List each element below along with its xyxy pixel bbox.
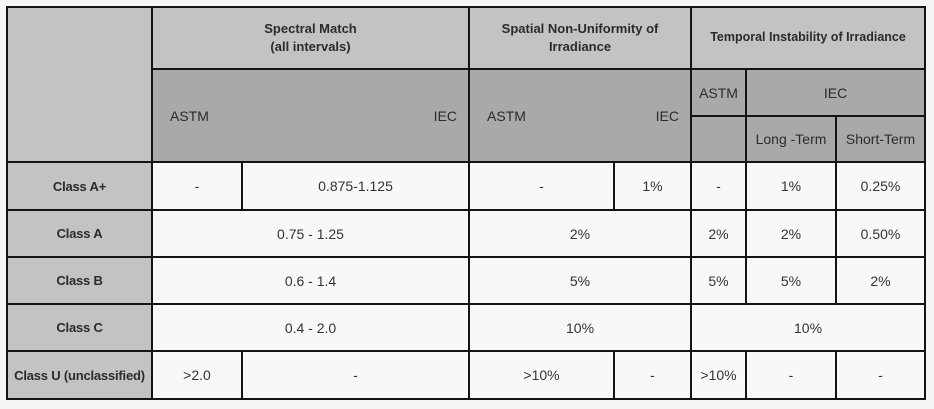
table-row-class-a: Class A 0.75 - 1.25 2% 2% 2% 0.50% bbox=[6, 209, 927, 258]
group-header-spectral-match: Spectral Match (all intervals) bbox=[150, 6, 471, 70]
cell-u-temporal-short-term: - bbox=[835, 350, 927, 400]
cell-a-plus-spatial-iec: 1% bbox=[613, 161, 693, 211]
cell-a-plus-spatial-astm: - bbox=[468, 161, 616, 211]
subheader-temporal-iec: IEC bbox=[745, 68, 927, 117]
group-header-spatial-non-uniformity: Spatial Non-Uniformity of Irradiance bbox=[468, 6, 693, 70]
cell-u-temporal-astm: >10% bbox=[690, 350, 748, 400]
subheader-temporal-astm: ASTM bbox=[690, 68, 748, 117]
subheader-temporal-astm-empty bbox=[690, 115, 748, 163]
spectral-match-line1: Spectral Match bbox=[264, 20, 357, 36]
cell-a-plus-temporal-long-term: 1% bbox=[745, 161, 838, 211]
solar-simulator-class-table: Spectral Match (all intervals) Spatial N… bbox=[6, 6, 927, 400]
table-row-class-c: Class C 0.4 - 2.0 10% 10% bbox=[6, 303, 927, 352]
cell-c-temporal-merged: 10% bbox=[690, 303, 927, 352]
subheader-row-2: Long -Term Short-Term bbox=[7, 115, 927, 163]
corner-cell bbox=[6, 6, 153, 163]
row-label-class-b: Class B bbox=[6, 256, 153, 305]
spatial-line1: Spatial Non-Uniformity of bbox=[501, 20, 659, 36]
cell-b-temporal-astm: 5% bbox=[690, 256, 748, 305]
table-row-class-b: Class B 0.6 - 1.4 5% 5% 5% 2% bbox=[6, 256, 927, 305]
table-row-class-u: Class U (unclassified) >2.0 - >10% - >10… bbox=[6, 350, 927, 400]
row-label-class-u: Class U (unclassified) bbox=[6, 350, 153, 400]
subheader-spectral-astm-iec: ASTM IEC bbox=[150, 68, 471, 163]
cell-c-spectral-merged: 0.4 - 2.0 bbox=[150, 303, 471, 352]
spectral-match-line2: (all intervals) bbox=[270, 39, 351, 54]
cell-c-spatial-merged: 10% bbox=[468, 303, 693, 352]
cell-u-spectral-astm: >2.0 bbox=[151, 350, 243, 400]
cell-u-spectral-iec: - bbox=[240, 350, 471, 400]
spatial-line2: Irradiance bbox=[548, 39, 612, 54]
cell-a-plus-spectral-iec: 0.875-1.125 bbox=[240, 161, 471, 211]
spatial-astm-label: ASTM bbox=[487, 107, 526, 124]
row-label-class-c: Class C bbox=[6, 303, 153, 352]
spectral-astm-label: ASTM bbox=[170, 107, 209, 124]
cell-b-temporal-long-term: 5% bbox=[745, 256, 838, 305]
cell-b-spatial-merged: 5% bbox=[468, 256, 693, 305]
cell-a-spectral-merged: 0.75 - 1.25 bbox=[150, 209, 471, 258]
table-row-class-a-plus: Class A+ - 0.875-1.125 - 1% - 1% 0.25% bbox=[6, 161, 927, 211]
cell-a-plus-temporal-short-term: 0.25% bbox=[835, 161, 927, 211]
group-header-row: Spectral Match (all intervals) Spatial N… bbox=[6, 6, 927, 163]
row-label-class-a-plus: Class A+ bbox=[6, 161, 153, 211]
subheader-temporal-long-term: Long -Term bbox=[745, 115, 838, 163]
cell-a-temporal-long-term: 2% bbox=[745, 209, 838, 258]
cell-b-spectral-merged: 0.6 - 1.4 bbox=[150, 256, 471, 305]
cell-a-temporal-astm: 2% bbox=[690, 209, 748, 258]
cell-a-plus-spectral-astm: - bbox=[151, 161, 243, 211]
cell-u-spatial-astm: >10% bbox=[468, 350, 616, 400]
group-header-temporal-instability: Temporal Instability of Irradiance bbox=[690, 6, 927, 70]
spectral-iec-label: IEC bbox=[433, 107, 458, 124]
cell-a-spatial-merged: 2% bbox=[468, 209, 693, 258]
spatial-iec-label: IEC bbox=[655, 107, 680, 124]
subheader-row-1: ASTM IEC ASTM IEC ASTM IEC bbox=[7, 68, 927, 163]
subheader-temporal-short-term: Short-Term bbox=[835, 115, 927, 163]
cell-u-temporal-long-term: - bbox=[745, 350, 838, 400]
row-label-class-a: Class A bbox=[6, 209, 153, 258]
cell-a-temporal-short-term: 0.50% bbox=[835, 209, 927, 258]
cell-b-temporal-short-term: 2% bbox=[835, 256, 927, 305]
cell-u-spatial-iec: - bbox=[613, 350, 693, 400]
subheader-spatial-astm-iec: ASTM IEC bbox=[468, 68, 693, 163]
cell-a-plus-temporal-astm: - bbox=[690, 161, 748, 211]
